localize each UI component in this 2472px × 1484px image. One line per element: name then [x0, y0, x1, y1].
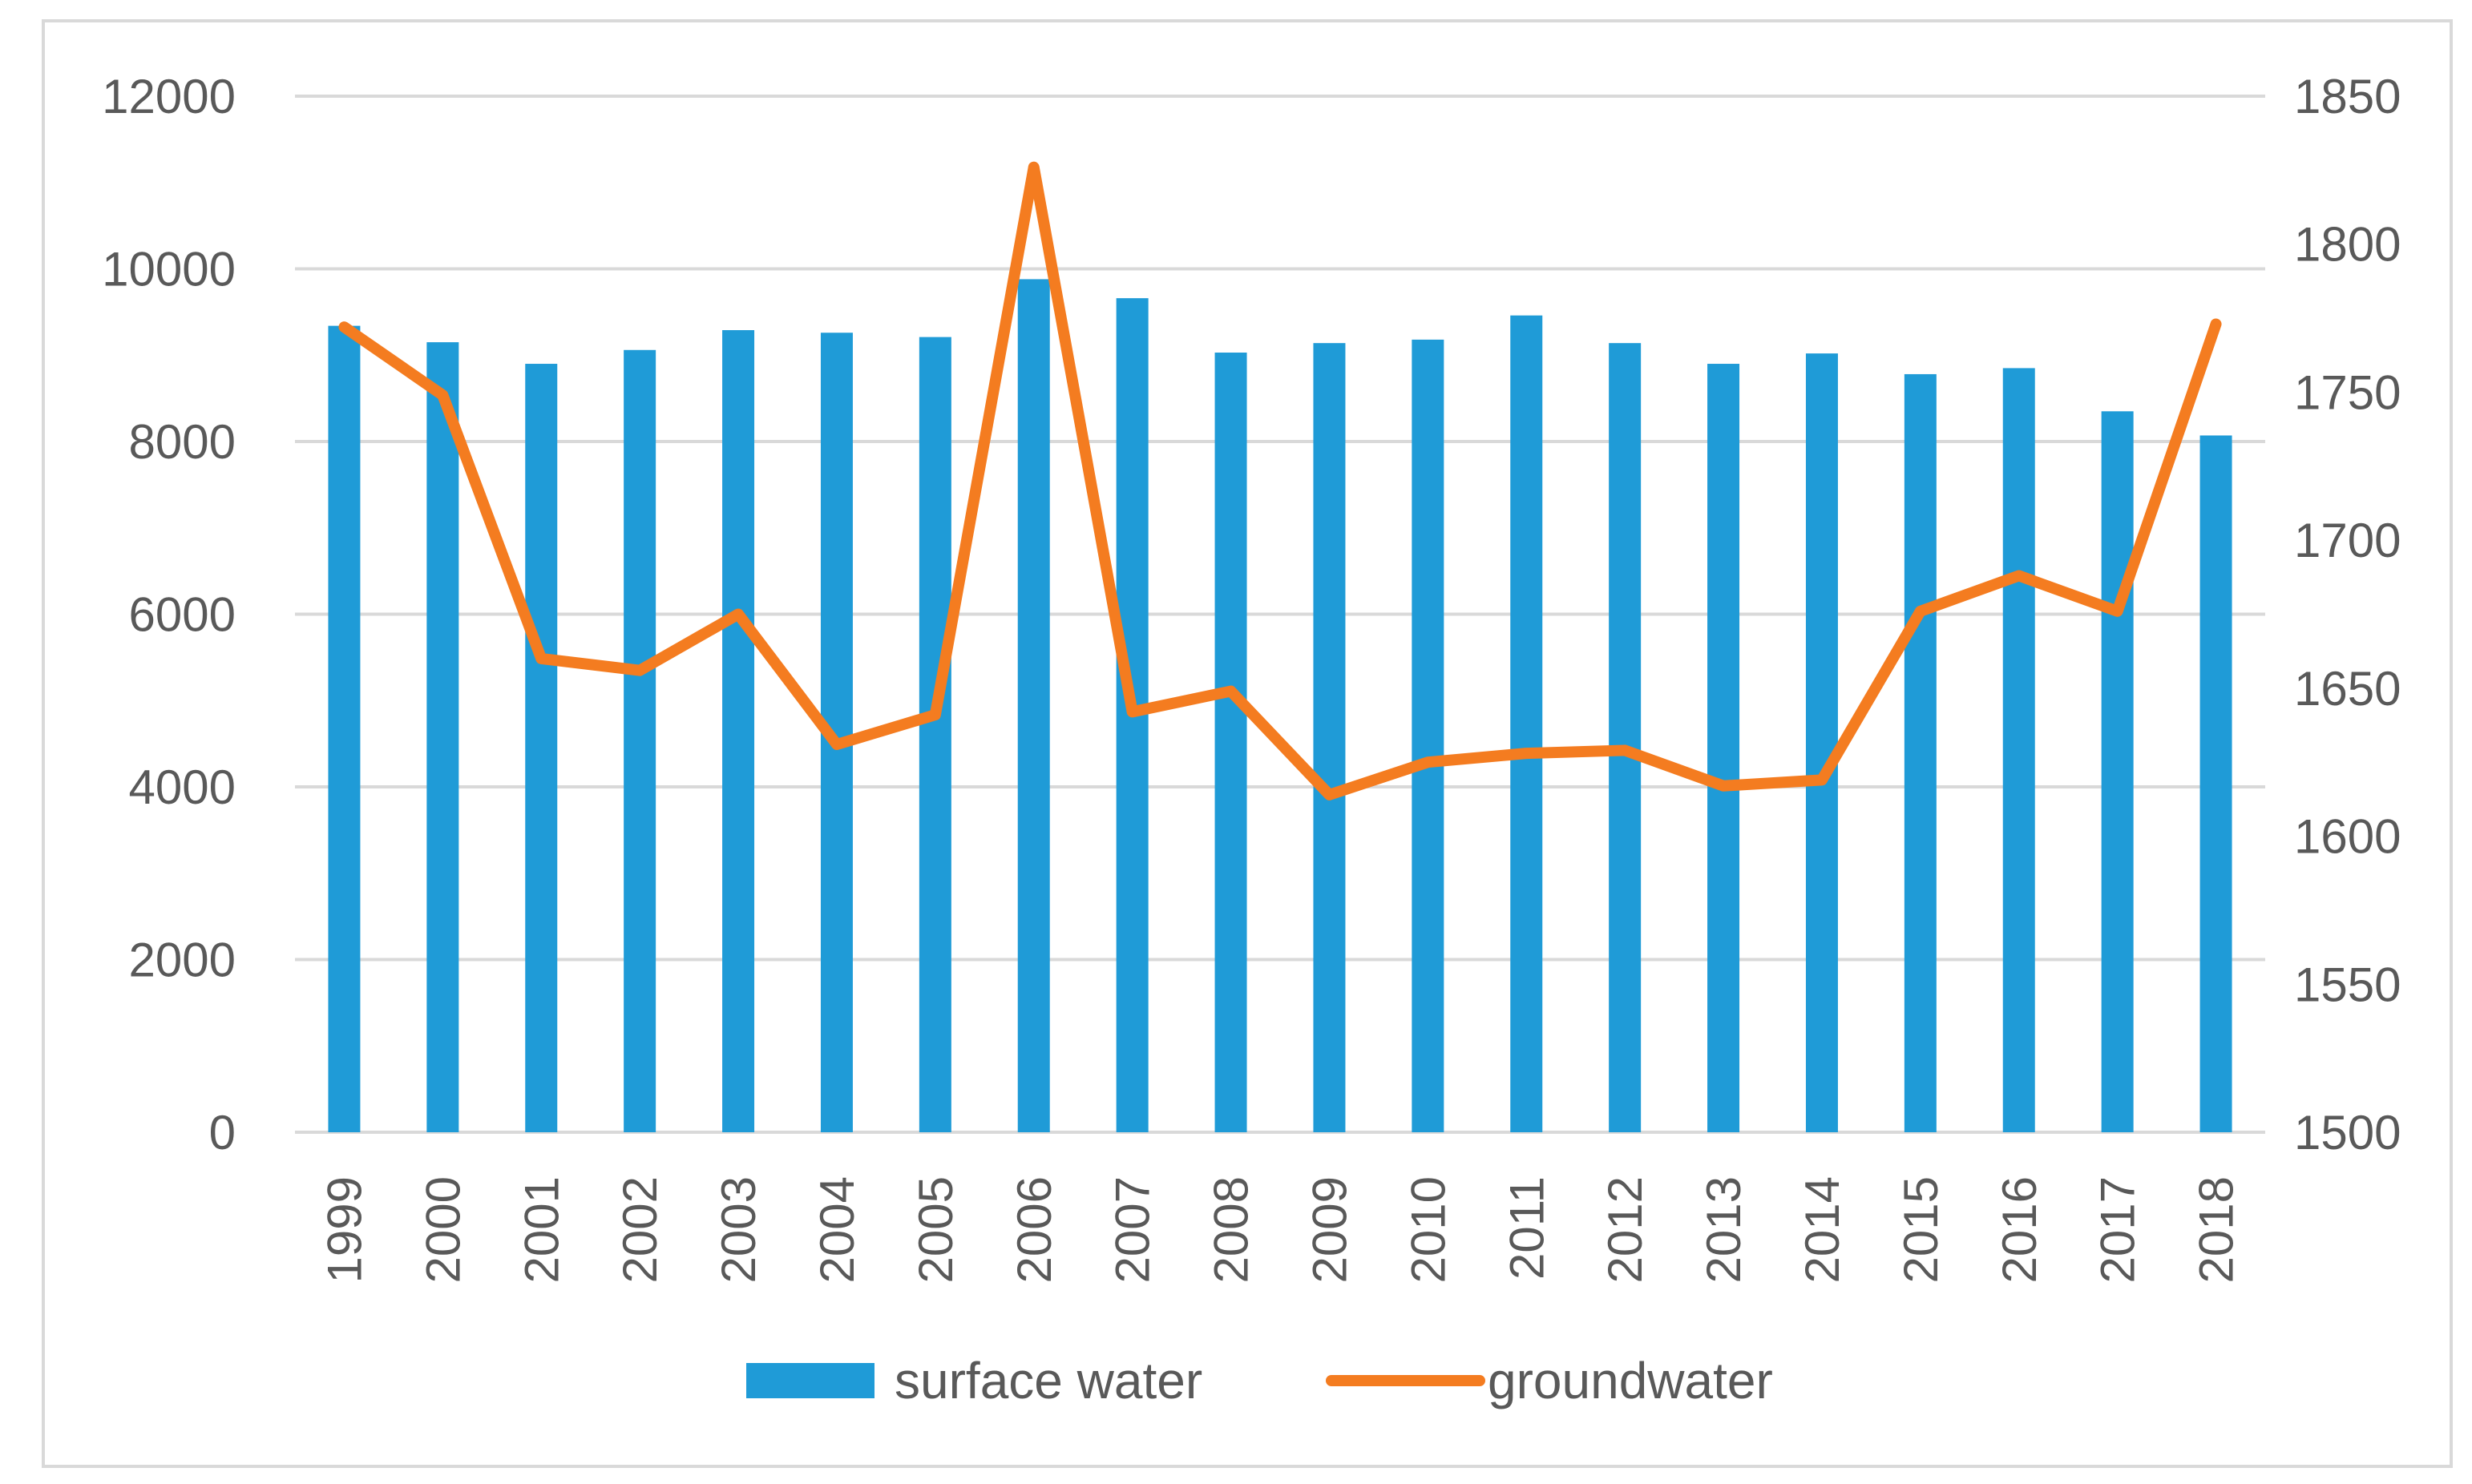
left-axis-tick-label: 8000 [129, 415, 236, 469]
point-groundwater-2018 [2214, 322, 2218, 326]
bar-surface-water-2012 [1609, 343, 1642, 1132]
x-axis-tick-label: 2012 [1598, 1176, 1652, 1283]
bar-surface-water-2011 [1510, 315, 1543, 1132]
bar-surface-water-2014 [1805, 353, 1838, 1133]
left-axis-tick-label: 2000 [129, 934, 236, 987]
right-axis-tick-label: 1550 [2294, 958, 2401, 1011]
right-axis-tick-label: 1600 [2294, 810, 2401, 864]
x-axis-tick-label: 2006 [1008, 1176, 1061, 1283]
legend-label-groundwater: groundwater [1488, 1352, 1773, 1409]
x-axis-tick-label: 2000 [416, 1176, 470, 1283]
left-axis-layer: 0 2000 4000 6000 8000 10000 12000 [102, 70, 236, 1159]
x-axis-tick-label: 2014 [1795, 1176, 1849, 1283]
bar-surface-water-2018 [2199, 435, 2232, 1132]
bar-surface-water-2005 [919, 337, 951, 1132]
chart-svg: 0 2000 4000 6000 8000 10000 12000 1500 1550 1600… [102, 70, 2401, 1409]
bar-surface-water-2010 [1412, 339, 1444, 1133]
right-axis-tick-label: 1500 [2294, 1106, 2401, 1159]
x-axis-tick-label: 2013 [1697, 1176, 1751, 1283]
x-axis-tick-label: 2002 [613, 1176, 667, 1283]
x-axis-tick-label: 2017 [2091, 1176, 2145, 1283]
point-groundwater-2009 [1327, 792, 1331, 796]
bar-surface-water-2006 [1017, 279, 1050, 1133]
legend-label-surface-water: surface water [895, 1352, 1202, 1409]
point-groundwater-1999 [342, 325, 346, 329]
x-axis-tick-label: 2005 [909, 1176, 963, 1283]
point-groundwater-2008 [1229, 689, 1233, 693]
bar-surface-water-2008 [1214, 353, 1247, 1133]
point-groundwater-2012 [1623, 748, 1627, 752]
bar-surface-water-2003 [722, 330, 755, 1132]
bar-layer [328, 279, 2232, 1133]
x-axis-tick-label: 2016 [1993, 1176, 2046, 1283]
right-axis-tick-label: 1700 [2294, 514, 2401, 567]
x-axis-tick-label: 2010 [1401, 1176, 1455, 1283]
point-groundwater-2015 [1918, 609, 1922, 613]
bar-surface-water-2009 [1313, 343, 1346, 1132]
point-groundwater-2010 [1426, 760, 1430, 764]
point-groundwater-2011 [1525, 752, 1529, 756]
line-layer [338, 161, 2222, 800]
point-groundwater-2013 [1722, 784, 1726, 788]
point-groundwater-2000 [441, 393, 445, 397]
bar-surface-water-2016 [2002, 368, 2035, 1133]
bar-surface-water-1999 [328, 325, 361, 1132]
point-groundwater-2002 [638, 668, 642, 672]
left-axis-tick-label: 4000 [129, 760, 236, 814]
right-axis-tick-label: 1750 [2294, 365, 2401, 419]
x-axis-tick-label: 2011 [1500, 1176, 1553, 1280]
left-axis-tick-label: 12000 [102, 70, 236, 123]
left-axis-tick-label: 6000 [129, 588, 236, 642]
point-groundwater-2007 [1130, 710, 1134, 714]
legend-layer: surface water groundwater [746, 1352, 1773, 1409]
left-axis-tick-label: 10000 [102, 243, 236, 296]
point-groundwater-2017 [2115, 609, 2119, 613]
line-groundwater [338, 161, 2222, 800]
grid-layer [295, 95, 2265, 1134]
left-axis-tick-label: 0 [209, 1106, 236, 1159]
x-axis-tick-label: 2008 [1205, 1176, 1258, 1283]
x-axis-tick-label: 2003 [712, 1176, 765, 1283]
point-groundwater-2001 [539, 656, 543, 660]
bar-surface-water-2001 [525, 364, 558, 1132]
x-axis-layer: 1999 2000 2001 2002 2003 2004 2005 2006 2007 2008… [317, 1176, 2243, 1283]
bar-surface-water-2013 [1707, 364, 1740, 1132]
point-groundwater-2004 [834, 743, 838, 747]
legend-swatch-surface-water [746, 1363, 874, 1398]
chart-frame: 0 2000 4000 6000 8000 10000 12000 1500 1550 1600… [42, 19, 2453, 1468]
point-groundwater-2003 [737, 612, 741, 616]
point-groundwater-2014 [1820, 778, 1824, 782]
right-axis-tick-label: 1650 [2294, 662, 2401, 716]
right-axis-layer: 1500 1550 1600 1650 1700 1750 1800 1850 [2294, 70, 2401, 1159]
x-axis-tick-label: 2001 [515, 1176, 568, 1283]
right-axis-tick-label: 1800 [2294, 218, 2401, 272]
x-axis-tick-label: 1999 [317, 1176, 371, 1283]
right-axis-tick-label: 1850 [2294, 70, 2401, 123]
bar-surface-water-2000 [426, 342, 459, 1132]
bar-surface-water-2015 [1904, 373, 1937, 1133]
x-axis-tick-label: 2009 [1303, 1176, 1356, 1283]
x-axis-tick-label: 2018 [2190, 1176, 2244, 1283]
bar-surface-water-2002 [624, 349, 656, 1132]
x-axis-tick-label: 2015 [1894, 1176, 1948, 1283]
x-axis-tick-label: 2007 [1106, 1176, 1160, 1283]
bar-surface-water-2017 [2101, 411, 2134, 1132]
point-groundwater-2016 [2017, 574, 2021, 578]
x-axis-tick-label: 2004 [810, 1176, 864, 1283]
point-groundwater-2006 [1032, 165, 1036, 169]
point-groundwater-2005 [933, 713, 937, 717]
